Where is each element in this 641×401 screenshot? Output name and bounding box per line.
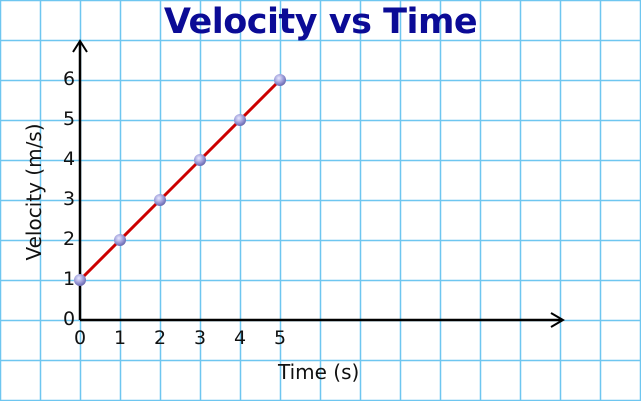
x-axis-label: Time (s): [278, 360, 360, 384]
data-point-marker: [234, 114, 246, 126]
x-tick-label: 2: [154, 327, 167, 349]
y-axis-arrow-icon: [72, 39, 88, 53]
y-tick-label: 2: [63, 228, 76, 250]
axes: [72, 39, 565, 328]
series-velocity: [74, 74, 286, 286]
x-tick-label: 4: [234, 327, 247, 349]
y-tick-label: 6: [63, 68, 76, 90]
data-point-marker: [114, 234, 126, 246]
x-tick-label: 0: [74, 327, 87, 349]
y-tick-label: 4: [63, 148, 76, 170]
y-axis-label: Velocity (m/s): [22, 123, 46, 261]
x-axis-arrow-icon: [550, 312, 565, 328]
x-tick-label: 5: [274, 327, 287, 349]
data-point-marker: [74, 274, 86, 286]
data-point-marker: [274, 74, 286, 86]
y-tick-label: 0: [63, 308, 76, 330]
velocity-line: [78, 78, 282, 282]
y-tick-label: 3: [63, 188, 76, 210]
x-tick-label: 1: [114, 327, 127, 349]
y-tick-label: 1: [63, 268, 76, 290]
x-tick-label: 3: [194, 327, 207, 349]
chart-title: Velocity vs Time: [163, 2, 478, 42]
y-tick-label: 5: [63, 108, 76, 130]
data-point-marker: [194, 154, 206, 166]
data-point-marker: [154, 194, 166, 206]
